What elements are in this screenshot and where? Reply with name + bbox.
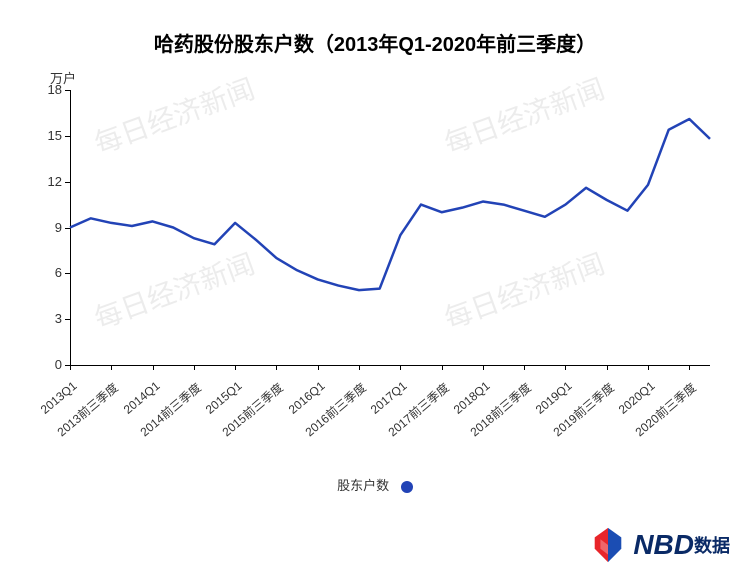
logo-blue-shape — [608, 528, 621, 562]
logo-icon — [589, 526, 627, 564]
series-line — [70, 119, 710, 290]
legend-dot-icon — [401, 481, 413, 493]
logo-text-main: NBD — [633, 529, 694, 561]
logo: NBD 数据 — [589, 526, 730, 564]
legend: 股东户数 — [0, 475, 750, 494]
logo-text-sub: 数据 — [694, 532, 730, 558]
chart-container: 哈药股份股东户数（2013年Q1-2020年前三季度） 万户 036912151… — [0, 0, 750, 579]
legend-label: 股东户数 — [337, 478, 389, 493]
